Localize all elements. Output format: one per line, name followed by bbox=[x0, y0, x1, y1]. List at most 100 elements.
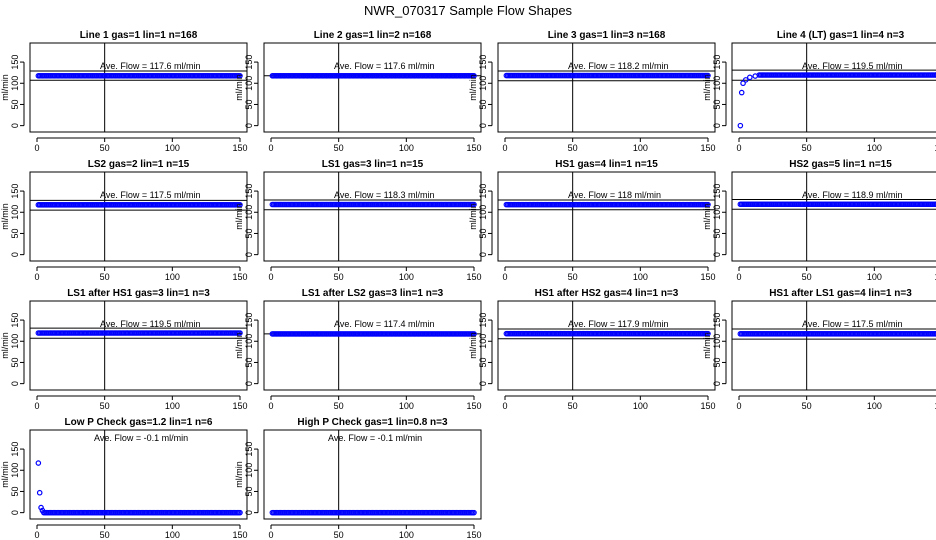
panel-title: LS2 gas=2 lin=1 n=15 bbox=[88, 159, 190, 170]
x-tick-label: 100 bbox=[399, 143, 414, 153]
panel-7: HS1 gas=4 lin=1 n=150 50 100 150050100150ml… bbox=[468, 159, 716, 282]
y-tick-label: 50 bbox=[10, 99, 20, 109]
y-tick-label: 150 bbox=[10, 55, 20, 70]
data-points bbox=[737, 72, 936, 129]
x-tick-label: 0 bbox=[268, 530, 273, 540]
average-flow-annotation: Ave. Flow = 119.5 ml/min bbox=[802, 61, 902, 71]
data-point bbox=[471, 509, 477, 516]
y-tick-label: 150 bbox=[244, 184, 254, 199]
y-tick-label: 100 bbox=[10, 334, 20, 349]
y-axis-label: ml/min bbox=[0, 74, 10, 101]
data-point bbox=[237, 73, 243, 79]
x-tick-label: 150 bbox=[232, 143, 247, 153]
x-tick-label: 100 bbox=[867, 401, 882, 411]
plot-frame bbox=[731, 300, 936, 391]
x-tick-label: 150 bbox=[466, 401, 481, 411]
plot-frame bbox=[263, 429, 482, 520]
y-tick-label: 0 bbox=[478, 123, 488, 128]
x-tick-label: 150 bbox=[232, 272, 247, 282]
data-points bbox=[269, 201, 477, 208]
y-tick-label: 50 bbox=[244, 228, 254, 238]
data-point bbox=[933, 72, 936, 78]
data-point bbox=[737, 122, 744, 129]
x-tick-label: 0 bbox=[736, 272, 741, 282]
y-tick-label: 0 bbox=[478, 381, 488, 386]
panel-2: Line 2 gas=1 lin=2 n=168 0 50 100 150 0 50 100 1… bbox=[234, 30, 482, 153]
panel-title: High P Check gas=1 lin=0.8 n=3 bbox=[297, 417, 448, 428]
average-flow-annotation: Ave. Flow = 119.5 ml/min bbox=[100, 319, 200, 329]
data-point bbox=[471, 73, 477, 79]
average-flow-annotation: Ave. Flow = 118 ml/min bbox=[568, 190, 661, 200]
x-tick-label: 100 bbox=[633, 401, 648, 411]
panel-title: HS1 gas=4 lin=1 n=15 bbox=[555, 159, 658, 170]
plot-frame bbox=[263, 42, 482, 133]
data-points bbox=[35, 202, 243, 208]
x-tick-label: 100 bbox=[399, 530, 414, 540]
panel-14: High P Check gas=1 lin=0.8 n=3 0 50 100 150 0… bbox=[234, 417, 482, 540]
y-tick-label: 50 bbox=[712, 99, 722, 109]
plot-frame bbox=[731, 171, 936, 262]
data-points bbox=[35, 73, 243, 79]
panel-1: Line 1 gas=1 lin=1 n=168 0 50 100 150 0 50 100 1… bbox=[0, 30, 248, 153]
data-points bbox=[35, 330, 243, 336]
x-tick-label: 100 bbox=[633, 272, 648, 282]
x-tick-label: 50 bbox=[100, 272, 110, 282]
x-tick-label: 0 bbox=[268, 272, 273, 282]
x-tick-label: 100 bbox=[165, 272, 180, 282]
x-tick-label: 50 bbox=[802, 272, 812, 282]
average-flow-annotation: Ave. Flow = 118.2 ml/min bbox=[568, 61, 668, 71]
panel-title: Line 1 gas=1 lin=1 n=168 bbox=[80, 30, 198, 41]
data-point bbox=[471, 331, 477, 337]
panel-6: LS1 gas=3 lin=1 n=150 50 100 150050100150ml… bbox=[234, 159, 482, 282]
x-tick-label: 50 bbox=[802, 401, 812, 411]
x-tick-label: 150 bbox=[700, 143, 715, 153]
average-flow-annotation: Ave. Flow = -0.1 ml/min bbox=[94, 433, 188, 443]
data-points bbox=[503, 201, 711, 208]
y-tick-label: 0 bbox=[712, 381, 722, 386]
plot-frame bbox=[263, 171, 482, 262]
average-flow-annotation: Ave. Flow = 118.3 ml/min bbox=[334, 190, 434, 200]
panel-title: HS2 gas=5 lin=1 n=15 bbox=[789, 159, 892, 170]
y-tick-label: 0 bbox=[244, 252, 254, 257]
y-tick-label: 150 bbox=[244, 313, 254, 328]
panel-13: Low P Check gas=1.2 lin=1 n=6 0 50 100 150 0 5… bbox=[0, 417, 248, 540]
panel-9: LS1 after HS1 gas=3 lin=1 n=3 0 50 100 150 0 5… bbox=[0, 288, 248, 411]
x-tick-label: 0 bbox=[502, 401, 507, 411]
y-axis-label: ml/min bbox=[234, 461, 244, 488]
plot-frame bbox=[497, 171, 716, 262]
x-tick-label: 150 bbox=[934, 143, 936, 153]
average-flow-annotation: Ave. Flow = -0.1 ml/min bbox=[328, 433, 422, 443]
x-tick-label: 50 bbox=[334, 401, 344, 411]
data-point bbox=[933, 201, 936, 207]
y-axis-label: ml/min bbox=[702, 74, 712, 101]
data-points bbox=[503, 72, 711, 79]
x-tick-label: 50 bbox=[568, 401, 578, 411]
y-axis-label: ml/min bbox=[234, 74, 244, 101]
y-tick-label: 100 bbox=[478, 334, 488, 349]
data-points bbox=[503, 330, 711, 337]
panel-title: Line 2 gas=1 lin=2 n=168 bbox=[314, 30, 432, 41]
y-tick-label: 50 bbox=[10, 228, 20, 238]
plot-frame bbox=[29, 300, 248, 391]
y-tick-label: 50 bbox=[244, 99, 254, 109]
average-flow-annotation: Ave. Flow = 118.9 ml/min bbox=[802, 190, 902, 200]
y-axis-label: ml/min bbox=[234, 203, 244, 230]
x-tick-label: 0 bbox=[268, 401, 273, 411]
y-axis-label: ml/min bbox=[468, 74, 478, 101]
panel-title: Low P Check gas=1.2 lin=1 n=6 bbox=[65, 417, 213, 428]
average-flow-annotation: Ave. Flow = 117.6 ml/min bbox=[100, 61, 200, 71]
panel-8: HS2 gas=5 lin=1 n=15050100150050100150ml… bbox=[702, 159, 936, 282]
y-tick-label: 50 bbox=[478, 99, 488, 109]
plot-frame bbox=[29, 171, 248, 262]
x-tick-label: 0 bbox=[502, 143, 507, 153]
x-tick-label: 100 bbox=[633, 143, 648, 153]
x-tick-label: 50 bbox=[334, 143, 344, 153]
y-tick-label: 0 bbox=[244, 381, 254, 386]
x-tick-label: 150 bbox=[466, 272, 481, 282]
x-tick-label: 0 bbox=[502, 272, 507, 282]
y-tick-label: 150 bbox=[244, 55, 254, 70]
data-points bbox=[269, 509, 477, 516]
x-tick-label: 0 bbox=[34, 143, 39, 153]
y-tick-label: 150 bbox=[10, 184, 20, 199]
